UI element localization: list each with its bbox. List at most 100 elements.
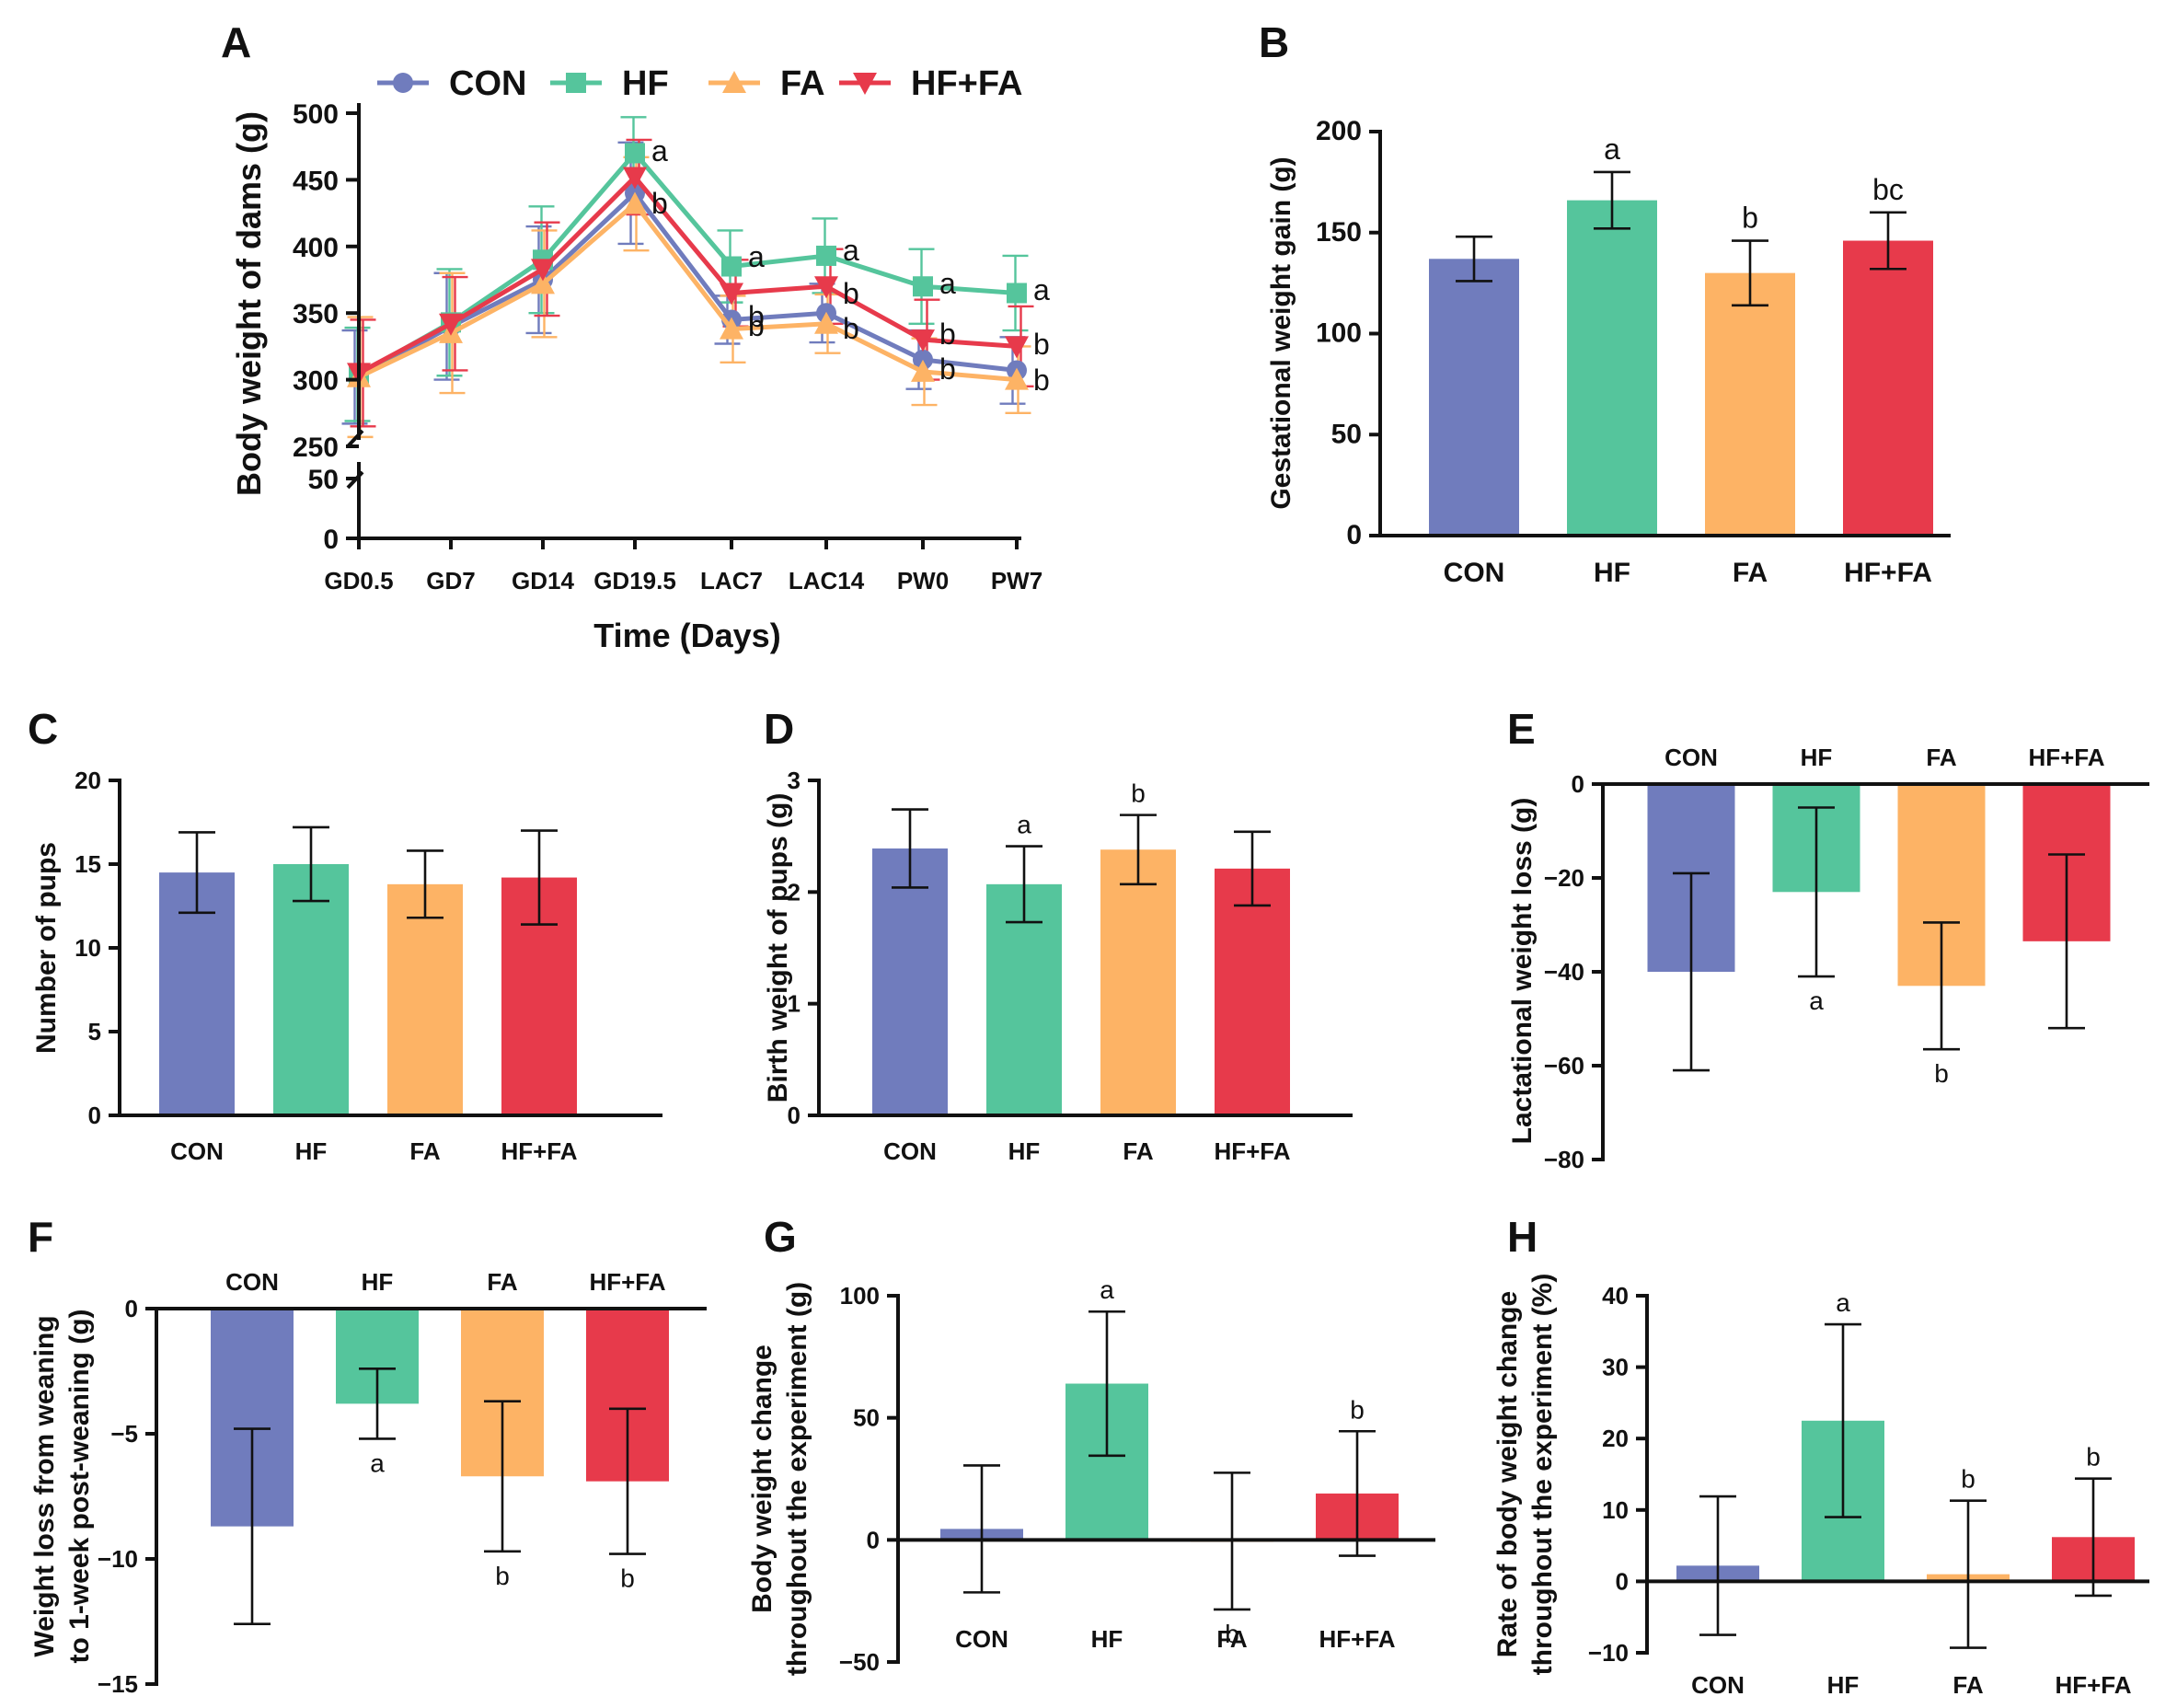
y-tick-label: 20: [75, 767, 101, 794]
category-label: CON: [955, 1625, 1008, 1653]
marker-triangle-down: [531, 259, 555, 282]
marker-triangle-up: [623, 191, 647, 214]
panel-letter: B: [1259, 18, 1289, 66]
error-bar: [521, 829, 558, 926]
y-tick-label: 350: [293, 299, 339, 329]
panel-e: E Lactational weight loss (g) CON a HF b FA HF+…: [1507, 705, 2149, 1173]
panel-letter: A: [221, 18, 251, 66]
panel-a: A CON HF FA HF+FA Body weight of dams (g) Time…: [221, 18, 1050, 654]
y-axis-title-text: Weight loss from weaning to 1-week post-w…: [29, 1309, 95, 1663]
significance-label: b: [843, 277, 859, 310]
marker-square: [913, 276, 933, 297]
y-tick-label: 20: [1602, 1425, 1629, 1452]
marker-square: [1007, 283, 1027, 304]
category-label: HF+FA: [501, 1137, 577, 1165]
y-tick-label: −80: [1544, 1146, 1584, 1173]
significance-label: a: [1809, 987, 1824, 1015]
y-tick-label: 450: [293, 166, 339, 196]
panel-letter: F: [28, 1213, 53, 1261]
significance-label: a: [1836, 1288, 1850, 1317]
error-bar: [2075, 1477, 2112, 1598]
category-label: CON: [883, 1137, 937, 1165]
y-axis-title: Lactational weight loss (g): [1507, 798, 1538, 1145]
significance-label: a: [843, 234, 859, 267]
x-axis-title: Time (Days): [593, 617, 780, 654]
x-tick-label: GD0.5: [324, 567, 393, 594]
legend-label: HF: [622, 64, 669, 103]
error-bar: [1594, 170, 1630, 230]
y-axis-title-line-1: Body weight change: [747, 1344, 778, 1613]
error-bar: [1234, 830, 1271, 907]
marker-triangle-down: [1005, 336, 1029, 359]
bar-hf: [1567, 200, 1657, 536]
significance-label: b: [1131, 779, 1146, 808]
category-label: FA: [1733, 558, 1768, 588]
y-tick-label: 1: [788, 990, 801, 1018]
panel-letter: D: [764, 705, 794, 753]
bar-con: [872, 848, 948, 1115]
category-label: HF+FA: [2055, 1671, 2131, 1699]
significance-label: b: [2086, 1443, 2101, 1471]
y-tick-label: −10: [98, 1545, 138, 1573]
significance-label: b: [1225, 1620, 1239, 1648]
significance-label: bc: [1872, 173, 1904, 206]
category-label: HF: [1091, 1625, 1123, 1653]
bar-con: [1429, 259, 1519, 536]
marker-square: [721, 256, 742, 277]
significance-label: a: [370, 1448, 385, 1477]
error-bar: [1798, 806, 1835, 978]
legend-label: CON: [449, 64, 526, 103]
category-label: HF+FA: [589, 1268, 665, 1296]
y-tick-label: 50: [1331, 419, 1362, 449]
error-bar: [1120, 814, 1157, 886]
y-tick-label: −50: [839, 1648, 880, 1676]
category-label: FA: [1926, 744, 1956, 771]
x-tick-label: PW7: [991, 567, 1042, 594]
error-bar: [1088, 1310, 1125, 1458]
significance-label: b: [1934, 1059, 1949, 1088]
error-bar: [1456, 235, 1492, 283]
series-line-fa: [357, 200, 1018, 383]
significance-label: a: [1100, 1275, 1114, 1304]
category-label: CON: [1444, 558, 1505, 588]
significance-label: b: [748, 309, 765, 342]
legend-item-fa: FA: [708, 64, 825, 103]
error-bar: [293, 825, 329, 903]
y-tick-label: 100: [840, 1282, 880, 1310]
marker-triangle-up: [722, 71, 746, 93]
error-bar: [892, 808, 928, 889]
y-tick-label: 0: [125, 1295, 138, 1322]
y-axis-title-line-2: throughout the experiment (%): [1527, 1274, 1558, 1676]
marker-square: [816, 245, 836, 266]
marker-triangle-down: [439, 313, 463, 336]
y-tick-label: 0: [88, 1102, 101, 1129]
marker-triangle-down: [814, 276, 838, 299]
category-label: HF+FA: [1319, 1625, 1395, 1653]
y-tick-label: 0: [867, 1526, 880, 1553]
y-axis-title-text: Gestational weight gain (g): [1266, 156, 1296, 509]
significance-label: b: [1961, 1465, 1975, 1494]
panel-letter: C: [28, 705, 58, 753]
error-bar: [359, 1367, 396, 1440]
error-bar: [1950, 1499, 1987, 1649]
error-bar: [1825, 1322, 1861, 1518]
significance-label: a: [748, 240, 765, 273]
category-label: HF: [1594, 558, 1630, 588]
y-tick-label: 30: [1602, 1354, 1629, 1381]
y-tick-label: 500: [293, 99, 339, 130]
y-tick-label: 0: [1572, 770, 1584, 798]
y-tick-label: 50: [853, 1404, 880, 1432]
significance-label: b: [495, 1562, 510, 1590]
y-axis-title-text: Rate of body weight change throughout the…: [1492, 1274, 1558, 1676]
x-tick-label: GD19.5: [593, 567, 676, 594]
category-label: FA: [1216, 1625, 1247, 1653]
y-tick-label: 100: [1316, 318, 1362, 349]
error-bar: [1339, 1429, 1376, 1557]
x-tick-label: PW0: [897, 567, 949, 594]
significance-label: a: [1017, 811, 1031, 839]
error-bar: [2048, 853, 2085, 1030]
y-tick-label: 2: [788, 878, 801, 906]
y-axis-title-text: Body weight of dams (g): [230, 111, 268, 496]
marker-circle: [913, 349, 933, 370]
